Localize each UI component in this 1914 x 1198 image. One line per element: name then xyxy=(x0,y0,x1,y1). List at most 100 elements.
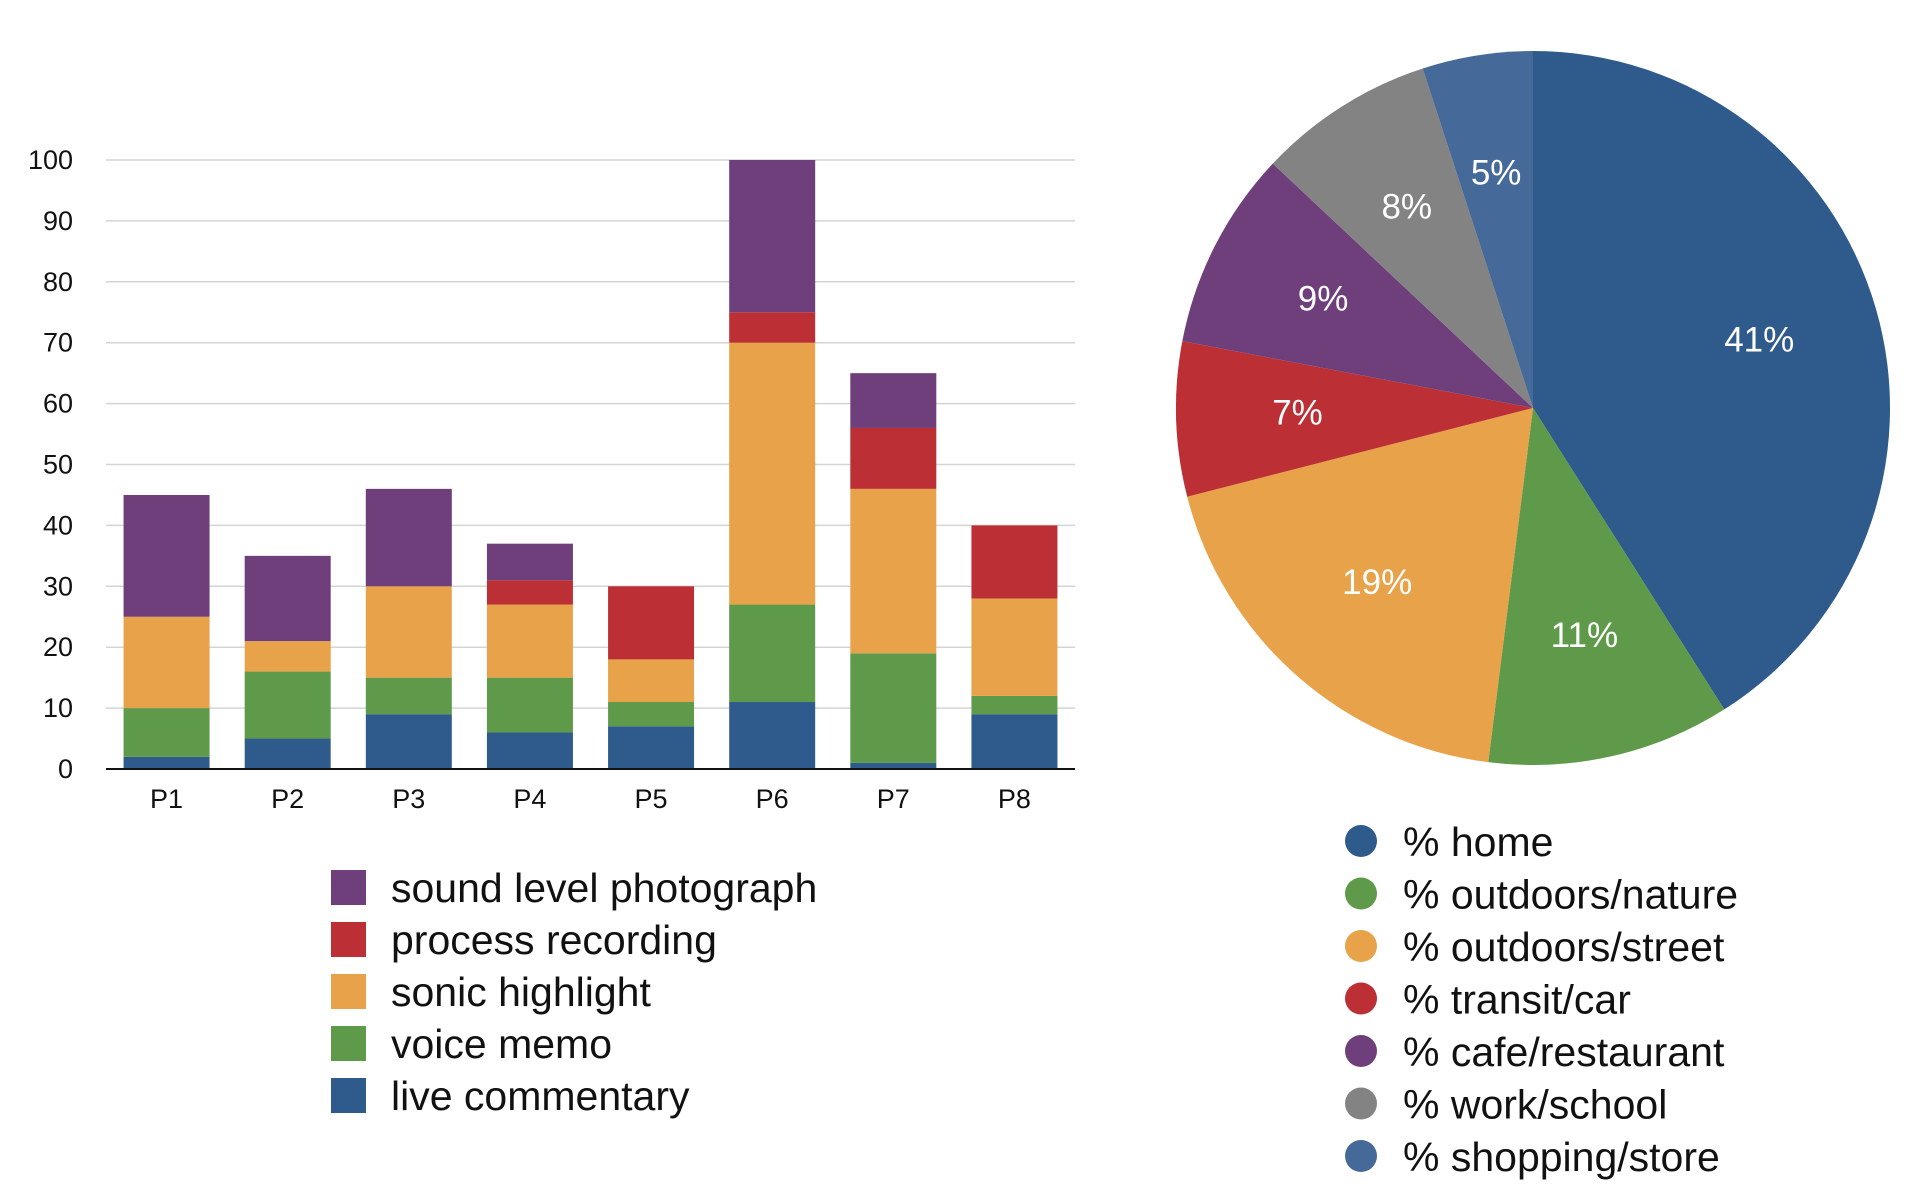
bar-p4-sonic-highlight xyxy=(486,604,573,678)
pie-label-shopping-store: 5% xyxy=(1471,154,1522,193)
pie-label-cafe-restaurant: 9% xyxy=(1298,279,1349,318)
legend-swatch-sonic-highlight xyxy=(331,974,366,1009)
x-tick-label-p6: P6 xyxy=(756,784,789,814)
legend-label-sound-level-photograph: sound level photograph xyxy=(391,865,817,911)
x-tick-label-p2: P2 xyxy=(271,784,304,814)
pie-legend-dot-home xyxy=(1345,825,1377,857)
bar-p2-sound-level-photograph xyxy=(244,555,331,642)
bar-p7-live-commentary xyxy=(850,762,937,769)
bar-p7-sonic-highlight xyxy=(850,488,937,654)
bar-p3-sound-level-photograph xyxy=(365,488,452,587)
x-tick-label-p7: P7 xyxy=(877,784,910,814)
bar-p8-sonic-highlight xyxy=(971,598,1058,696)
pie-legend-dot-outdoors-street xyxy=(1345,930,1377,962)
bar-p4-sound-level-photograph xyxy=(486,543,573,581)
bar-p6-voice-memo xyxy=(729,604,816,703)
x-tick-label-p3: P3 xyxy=(392,784,425,814)
legend-swatch-process-recording xyxy=(331,922,366,957)
legend-swatch-voice-memo xyxy=(331,1026,366,1061)
pie-label-transit-car: 7% xyxy=(1272,394,1323,433)
pie-slice-cafe-restaurant xyxy=(1182,163,1533,408)
pie-legend-dot-work-school xyxy=(1345,1087,1377,1120)
bar-p8-voice-memo xyxy=(971,695,1058,715)
bar-p2-voice-memo xyxy=(244,671,331,739)
pie-legend-label-transit-car: % transit/car xyxy=(1403,977,1631,1023)
pie-label-home: 41% xyxy=(1724,321,1794,360)
pie-slice-labels: 41% 11% 19% 7% 9% 8% 5% xyxy=(1272,154,1794,656)
y-tick-label-80: 80 xyxy=(43,267,73,297)
pie-legend: % home % outdoors/nature % outdoors/street… xyxy=(1345,819,1738,1180)
pie-chart: 41% 11% 19% 7% 9% 8% 5% % home % outdoors/natur… xyxy=(1176,51,1890,1180)
pie-legend-label-outdoors-street: % outdoors/street xyxy=(1403,924,1725,970)
pie-legend-label-work-school: % work/school xyxy=(1403,1082,1667,1128)
bar-p6-sonic-highlight xyxy=(729,342,816,605)
bar-x-axis-ticks: P1 P2 P3 P4 P5 P6 P7 P8 xyxy=(150,784,1031,814)
pie-legend-label-cafe-restaurant: % cafe/restaurant xyxy=(1403,1029,1725,1075)
pie-legend-label-shopping-store: % shopping/store xyxy=(1403,1134,1720,1180)
y-tick-label-40: 40 xyxy=(43,510,73,540)
pie-legend-label-home: % home xyxy=(1403,819,1553,865)
bar-p3-sonic-highlight xyxy=(365,586,452,678)
pie-legend-dot-cafe-restaurant xyxy=(1345,1035,1377,1067)
bar-p7-process-recording xyxy=(850,427,937,489)
pie-label-outdoors-street: 19% xyxy=(1342,563,1412,602)
bar-p5-live-commentary xyxy=(608,726,695,769)
y-tick-label-70: 70 xyxy=(43,328,73,358)
bar-p6-live-commentary xyxy=(729,702,816,769)
y-tick-label-20: 20 xyxy=(43,632,73,662)
pie-legend-dot-outdoors-nature xyxy=(1345,877,1377,910)
bar-p5-sonic-highlight xyxy=(608,659,695,703)
y-tick-label-90: 90 xyxy=(43,206,73,236)
bar-p8-live-commentary xyxy=(971,714,1058,769)
pie-legend-label-outdoors-nature: % outdoors/nature xyxy=(1403,872,1738,918)
bar-p4-live-commentary xyxy=(486,732,573,769)
bar-segments xyxy=(123,160,1058,769)
bar-p5-voice-memo xyxy=(608,702,695,727)
bar-p7-voice-memo xyxy=(850,653,937,763)
pie-label-outdoors-nature: 11% xyxy=(1551,616,1618,655)
y-tick-label-30: 30 xyxy=(43,571,73,601)
pie-slice-shopping-store xyxy=(1422,51,1533,408)
bar-p1-sound-level-photograph xyxy=(123,494,210,617)
bar-p6-sound-level-photograph xyxy=(729,160,816,313)
bar-y-axis-ticks: 0 10 20 30 40 50 60 70 80 90 100 xyxy=(28,145,73,784)
y-tick-label-60: 60 xyxy=(43,389,73,419)
legend-swatch-sound-level-photograph xyxy=(331,870,366,905)
y-tick-label-100: 100 xyxy=(28,145,73,175)
legend-label-process-recording: process recording xyxy=(391,917,717,963)
bar-p6-process-recording xyxy=(729,312,816,343)
y-tick-label-10: 10 xyxy=(43,693,73,723)
bar-p1-live-commentary xyxy=(123,756,210,769)
pie-legend-dot-shopping-store xyxy=(1345,1140,1377,1172)
bar-p2-live-commentary xyxy=(244,738,331,769)
bar-legend: sound level photograph process recording s… xyxy=(331,865,817,1119)
pie-label-work-school: 8% xyxy=(1381,187,1432,226)
bar-p5-process-recording xyxy=(608,586,695,660)
x-tick-label-p8: P8 xyxy=(998,784,1031,814)
pie-slice-outdoors-street xyxy=(1187,408,1533,763)
bar-p2-sonic-highlight xyxy=(244,641,331,672)
legend-label-live-commentary: live commentary xyxy=(391,1073,690,1119)
x-tick-label-p1: P1 xyxy=(150,784,183,814)
pie-slice-outdoors-nature xyxy=(1488,408,1725,766)
x-tick-label-p4: P4 xyxy=(513,784,546,814)
bar-p3-voice-memo xyxy=(365,677,452,715)
bar-p4-process-recording xyxy=(486,580,573,605)
pie-slice-transit-car xyxy=(1176,341,1533,497)
pie-slice-home xyxy=(1533,51,1890,710)
pie-slice-work-school xyxy=(1272,68,1533,408)
x-tick-label-p5: P5 xyxy=(635,784,668,814)
bar-p1-voice-memo xyxy=(123,708,210,757)
y-tick-label-0: 0 xyxy=(58,754,73,784)
legend-label-voice-memo: voice memo xyxy=(391,1021,612,1067)
y-tick-label-50: 50 xyxy=(43,450,73,480)
legend-swatch-live-commentary xyxy=(331,1078,366,1113)
legend-label-sonic-highlight: sonic highlight xyxy=(391,969,651,1015)
bar-p4-voice-memo xyxy=(486,677,573,733)
bar-p8-process-recording xyxy=(971,525,1058,599)
bar-p3-live-commentary xyxy=(365,714,452,769)
bar-p1-sonic-highlight xyxy=(123,616,210,709)
bar-p7-sound-level-photograph xyxy=(850,373,937,428)
